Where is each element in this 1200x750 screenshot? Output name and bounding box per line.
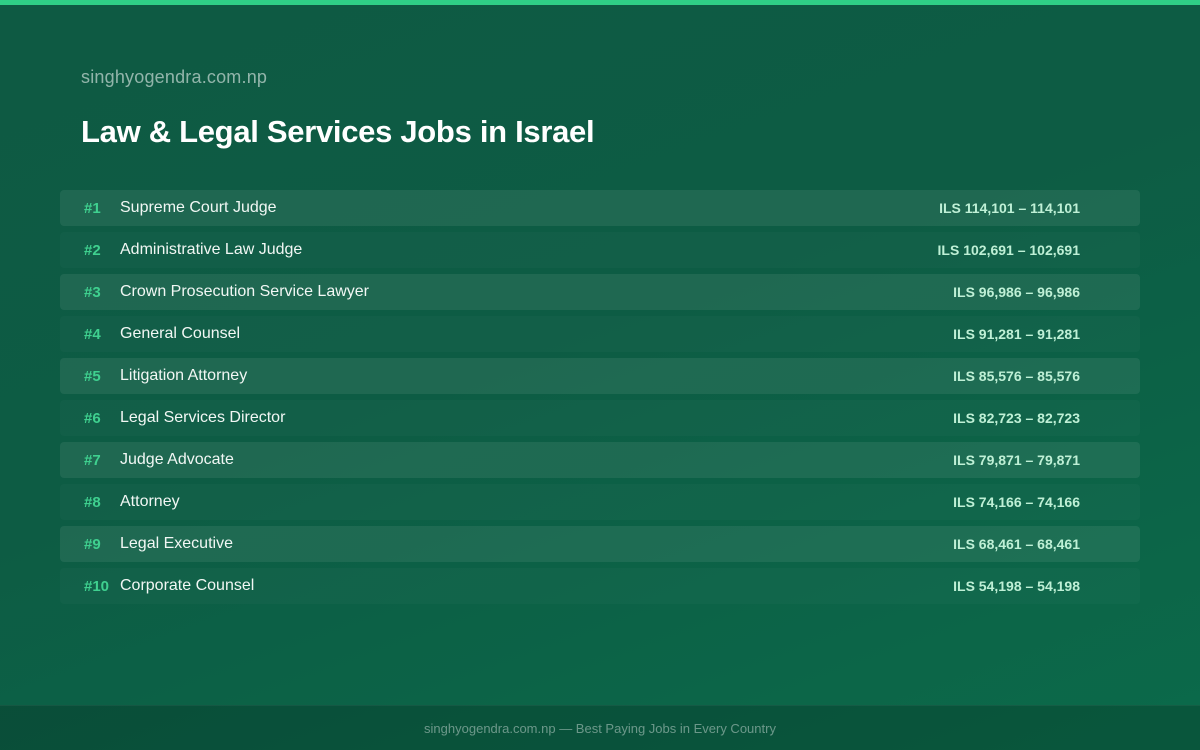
job-title: Crown Prosecution Service Lawyer	[120, 283, 369, 300]
job-rank: #2	[84, 241, 101, 259]
job-row[interactable]: #6 Legal Services Director ILS 82,723 – …	[60, 400, 1140, 436]
job-rank: #4	[84, 325, 101, 343]
job-row[interactable]: #1 Supreme Court Judge ILS 114,101 – 114…	[60, 190, 1140, 226]
job-rank: #7	[84, 451, 101, 469]
footer-text: singhyogendra.com.np — Best Paying Jobs …	[424, 721, 776, 736]
job-row[interactable]: #5 Litigation Attorney ILS 85,576 – 85,5…	[60, 358, 1140, 394]
top-accent-bar	[0, 0, 1200, 5]
job-row[interactable]: #7 Judge Advocate ILS 79,871 – 79,871	[60, 442, 1140, 478]
job-salary: ILS 79,871 – 79,871	[953, 452, 1080, 468]
job-salary: ILS 114,101 – 114,101	[939, 200, 1080, 216]
job-rank: #3	[84, 283, 101, 301]
job-title: Administrative Law Judge	[120, 241, 303, 258]
job-title: Judge Advocate	[120, 451, 234, 468]
job-title: Corporate Counsel	[120, 577, 255, 594]
job-row[interactable]: #4 General Counsel ILS 91,281 – 91,281	[60, 316, 1140, 352]
job-salary: ILS 68,461 – 68,461	[953, 536, 1080, 552]
job-title: Litigation Attorney	[120, 367, 248, 384]
job-salary: ILS 74,166 – 74,166	[953, 494, 1080, 510]
job-title: General Counsel	[120, 325, 241, 342]
job-title: Attorney	[120, 493, 180, 510]
job-title: Legal Executive	[120, 535, 233, 552]
site-name: singhyogendra.com.np	[81, 67, 268, 87]
job-rank: #9	[84, 535, 101, 553]
job-row[interactable]: #9 Legal Executive ILS 68,461 – 68,461	[60, 526, 1140, 562]
job-rank: #5	[84, 367, 101, 385]
job-rank: #8	[84, 493, 101, 511]
job-rank: #10	[84, 577, 110, 595]
job-title: Supreme Court Judge	[120, 199, 277, 216]
job-salary: ILS 91,281 – 91,281	[953, 326, 1080, 342]
job-row[interactable]: #2 Administrative Law Judge ILS 102,691 …	[60, 232, 1140, 268]
job-rank: #1	[84, 199, 101, 217]
job-rank: #6	[84, 409, 101, 427]
job-title: Legal Services Director	[120, 409, 286, 426]
job-salary: ILS 82,723 – 82,723	[953, 410, 1080, 426]
job-salary: ILS 96,986 – 96,986	[953, 284, 1080, 300]
footer: singhyogendra.com.np — Best Paying Jobs …	[0, 705, 1200, 750]
job-row[interactable]: #10 Corporate Counsel ILS 54,198 – 54,19…	[60, 568, 1140, 604]
job-salary: ILS 54,198 – 54,198	[953, 578, 1080, 594]
job-row[interactable]: #8 Attorney ILS 74,166 – 74,166	[60, 484, 1140, 520]
job-salary: ILS 102,691 – 102,691	[937, 242, 1080, 258]
job-salary: ILS 85,576 – 85,576	[953, 368, 1080, 384]
job-list: #1 Supreme Court Judge ILS 114,101 – 114…	[60, 190, 1140, 610]
job-row[interactable]: #3 Crown Prosecution Service Lawyer ILS …	[60, 274, 1140, 310]
page-title: Law & Legal Services Jobs in Israel	[81, 114, 595, 149]
